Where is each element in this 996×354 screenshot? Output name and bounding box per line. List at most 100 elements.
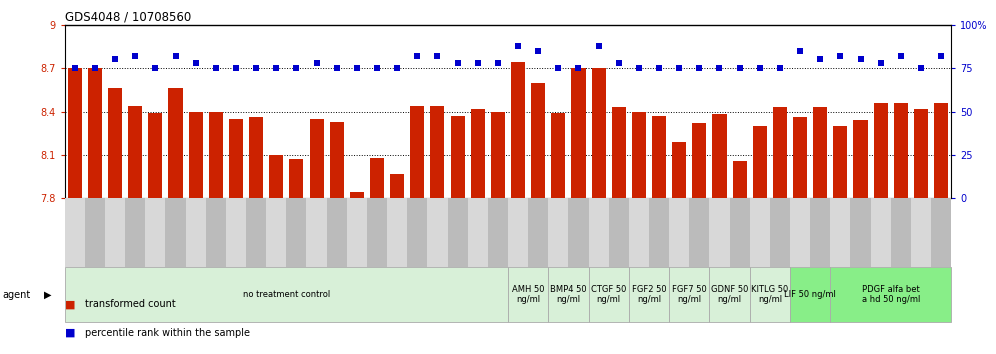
Point xyxy=(732,65,748,71)
Text: AMH 50
ng/ml: AMH 50 ng/ml xyxy=(512,285,545,304)
Point xyxy=(409,53,425,59)
Text: BMP4 50
ng/ml: BMP4 50 ng/ml xyxy=(550,285,587,304)
Bar xyxy=(290,159,304,198)
Text: no treatment control: no treatment control xyxy=(243,290,330,299)
Point xyxy=(872,60,888,66)
Bar xyxy=(531,82,545,198)
Point xyxy=(67,65,83,71)
Point xyxy=(711,65,727,71)
Bar xyxy=(511,62,525,198)
Text: agent: agent xyxy=(2,290,30,300)
Point xyxy=(671,65,687,71)
Point xyxy=(127,53,143,59)
Text: percentile rank within the sample: percentile rank within the sample xyxy=(85,328,250,338)
Bar xyxy=(733,161,747,198)
Bar xyxy=(88,68,102,198)
Text: PDGF alfa bet
a hd 50 ng/ml: PDGF alfa bet a hd 50 ng/ml xyxy=(862,285,920,304)
Point xyxy=(389,65,405,71)
Point xyxy=(833,53,849,59)
Point xyxy=(813,57,829,62)
Bar xyxy=(692,123,706,198)
Point xyxy=(108,57,124,62)
Bar xyxy=(712,114,726,198)
Point xyxy=(228,65,244,71)
Point xyxy=(913,65,929,71)
Point xyxy=(147,65,163,71)
Text: GDNF 50
ng/ml: GDNF 50 ng/ml xyxy=(711,285,748,304)
Point xyxy=(772,65,788,71)
Bar xyxy=(813,107,828,198)
Point xyxy=(611,60,626,66)
Text: transformed count: transformed count xyxy=(85,299,175,309)
Point xyxy=(187,60,203,66)
Bar xyxy=(934,103,948,198)
Point xyxy=(933,53,949,59)
Point xyxy=(510,43,526,48)
Point xyxy=(449,60,465,66)
Bar xyxy=(753,126,767,198)
Bar xyxy=(631,112,646,198)
Text: KITLG 50
ng/ml: KITLG 50 ng/ml xyxy=(751,285,789,304)
Bar xyxy=(269,155,283,198)
Point xyxy=(651,65,667,71)
Bar xyxy=(209,112,223,198)
Bar xyxy=(108,88,123,198)
Point xyxy=(551,65,567,71)
Point xyxy=(530,48,546,53)
Bar xyxy=(572,68,586,198)
Point xyxy=(429,53,445,59)
Bar xyxy=(914,109,928,198)
Text: ■: ■ xyxy=(65,299,76,309)
Bar xyxy=(188,112,203,198)
Bar xyxy=(370,158,384,198)
Bar xyxy=(310,119,324,198)
Point xyxy=(309,60,325,66)
Bar xyxy=(893,103,908,198)
Bar xyxy=(330,122,344,198)
Bar xyxy=(390,174,404,198)
Bar xyxy=(410,106,424,198)
Bar xyxy=(612,107,625,198)
Bar xyxy=(854,120,868,198)
Bar xyxy=(68,68,82,198)
Point xyxy=(853,57,869,62)
Text: FGF7 50
ng/ml: FGF7 50 ng/ml xyxy=(672,285,706,304)
Bar xyxy=(551,113,566,198)
Bar xyxy=(249,117,263,198)
Bar xyxy=(471,109,485,198)
Bar xyxy=(592,68,606,198)
Text: ■: ■ xyxy=(65,328,76,338)
Bar xyxy=(834,126,848,198)
Point xyxy=(792,48,808,53)
Point xyxy=(248,65,264,71)
Point xyxy=(571,65,587,71)
Text: FGF2 50
ng/ml: FGF2 50 ng/ml xyxy=(631,285,666,304)
Point xyxy=(349,65,365,71)
Bar xyxy=(491,112,505,198)
Bar xyxy=(652,116,666,198)
Point xyxy=(752,65,768,71)
Point xyxy=(370,65,385,71)
Point xyxy=(289,65,305,71)
Text: ▶: ▶ xyxy=(44,290,52,300)
Point xyxy=(167,53,183,59)
Bar xyxy=(430,106,444,198)
Text: GDS4048 / 10708560: GDS4048 / 10708560 xyxy=(65,11,191,24)
Bar xyxy=(672,142,686,198)
Bar xyxy=(873,103,887,198)
Bar xyxy=(229,119,243,198)
Bar xyxy=(148,113,162,198)
Bar xyxy=(128,106,142,198)
Bar xyxy=(793,117,807,198)
Point xyxy=(208,65,224,71)
Text: CTGF 50
ng/ml: CTGF 50 ng/ml xyxy=(591,285,626,304)
Point xyxy=(591,43,607,48)
Bar xyxy=(773,107,787,198)
Bar xyxy=(450,116,465,198)
Point xyxy=(892,53,908,59)
Point xyxy=(630,65,646,71)
Point xyxy=(470,60,486,66)
Point xyxy=(87,65,103,71)
Point xyxy=(490,60,506,66)
Point xyxy=(329,65,345,71)
